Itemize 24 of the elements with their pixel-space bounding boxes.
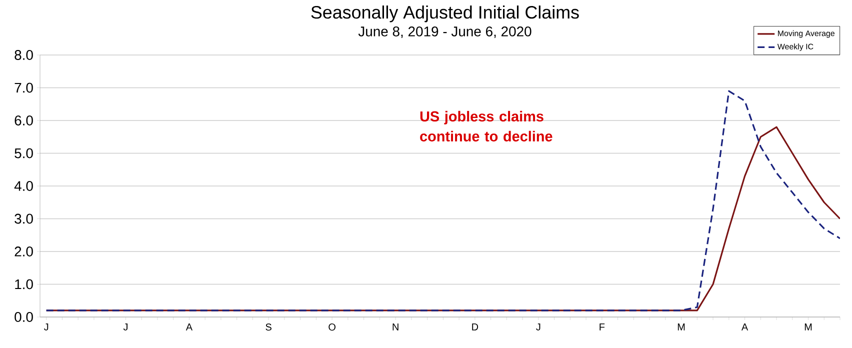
x-tick-label: D bbox=[472, 324, 478, 330]
x-tick-label: A bbox=[741, 324, 748, 330]
y-tick-label: 1.0 bbox=[15, 279, 33, 290]
y-tick-label: 5.0 bbox=[14, 148, 33, 158]
annotation: US jobless claims continue to decline bbox=[420, 110, 552, 142]
y-tick-label: 8.0 bbox=[14, 50, 33, 60]
y-tick-label: 0.0 bbox=[14, 312, 33, 322]
x-tick-label: J bbox=[44, 324, 48, 330]
x-tick-label: F bbox=[600, 324, 605, 330]
x-tick-label: A bbox=[186, 324, 193, 330]
x-tick-label: S bbox=[266, 324, 272, 331]
x-tick-label: O bbox=[328, 324, 336, 331]
x-tick-label: J bbox=[536, 324, 540, 330]
y-tick-label: 4.0 bbox=[14, 181, 33, 191]
y-tick-label: 7.0 bbox=[14, 82, 33, 93]
x-tick-label: N bbox=[392, 324, 398, 330]
y-tick-label: 2.0 bbox=[14, 246, 33, 256]
x-tick-label: M bbox=[678, 324, 685, 330]
y-tick-label: 3.0 bbox=[14, 214, 33, 224]
chart-subtitle: June 8, 2019 - June 6, 2020 bbox=[358, 26, 532, 38]
chart-title: Seasonally Adjusted Initial Claims bbox=[311, 6, 579, 22]
y-tick-label: 6.0 bbox=[14, 116, 33, 126]
x-tick-label: J bbox=[123, 324, 128, 330]
x-tick-label: M bbox=[804, 324, 812, 330]
